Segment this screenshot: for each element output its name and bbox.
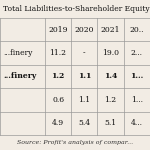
- Text: -: -: [83, 49, 86, 57]
- Text: 4.9: 4.9: [52, 119, 64, 127]
- Text: 2021: 2021: [101, 26, 120, 34]
- Text: 1.4: 1.4: [104, 72, 117, 81]
- Text: Total Liabilities-to-Shareholder Equity: Total Liabilities-to-Shareholder Equity: [3, 5, 150, 13]
- Text: 19.0: 19.0: [102, 49, 119, 57]
- Text: ...finery: ...finery: [3, 49, 32, 57]
- Text: Source: Profit's analysis of compar...: Source: Profit's analysis of compar...: [17, 140, 133, 145]
- Text: 4...: 4...: [131, 119, 143, 127]
- Text: 20..: 20..: [130, 26, 144, 34]
- Text: 1...: 1...: [131, 96, 143, 104]
- Text: ...finery: ...finery: [3, 72, 36, 81]
- Text: 1...: 1...: [130, 72, 144, 81]
- Text: 5.1: 5.1: [105, 119, 117, 127]
- Text: 2019: 2019: [48, 26, 68, 34]
- Text: 1.2: 1.2: [105, 96, 117, 104]
- Text: 0.6: 0.6: [52, 96, 64, 104]
- Text: 1.2: 1.2: [51, 72, 65, 81]
- Text: 1.1: 1.1: [78, 72, 91, 81]
- Text: 5.4: 5.4: [78, 119, 90, 127]
- Text: 1.1: 1.1: [78, 96, 90, 104]
- Text: 11.2: 11.2: [50, 49, 67, 57]
- Text: 2020: 2020: [75, 26, 94, 34]
- Text: 2...: 2...: [131, 49, 143, 57]
